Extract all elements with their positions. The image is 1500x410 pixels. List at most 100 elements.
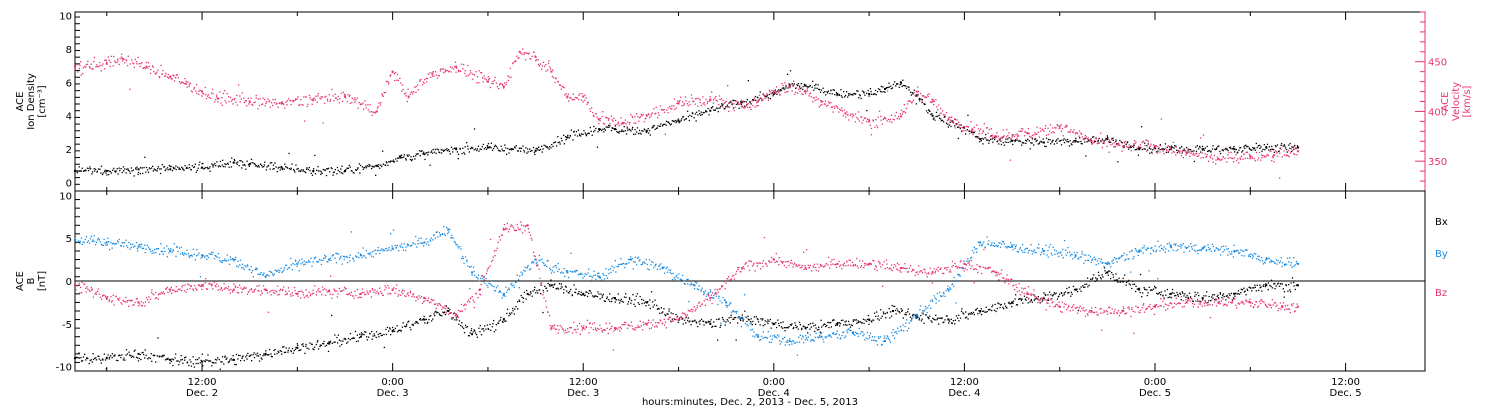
scatter-dot [557, 262, 559, 265]
scatter-dot [266, 354, 268, 356]
scatter-dot [1246, 146, 1248, 148]
scatter-dot [281, 168, 284, 171]
scatter-dot [437, 311, 439, 313]
scatter-dot [219, 160, 222, 163]
scatter-dot [822, 324, 824, 326]
scatter-dot [283, 103, 285, 105]
scatter-dot [176, 360, 178, 362]
scatter-dot [162, 253, 164, 255]
scatter-dot [405, 95, 407, 97]
scatter-dot [637, 302, 639, 304]
scatter-dot [847, 114, 849, 116]
scatter-dot [708, 114, 710, 116]
scatter-dot [876, 311, 878, 313]
scatter-dot [1044, 127, 1046, 129]
data-point [931, 100, 934, 103]
scatter-dot [144, 349, 146, 351]
scatter-dot [111, 356, 113, 359]
scatter-dot [894, 305, 896, 308]
scatter-dot [1166, 146, 1168, 148]
scatter-dot [1165, 294, 1167, 296]
scatter-dot [168, 252, 170, 254]
scatter-dot [338, 102, 340, 104]
scatter-dot [193, 253, 195, 256]
scatter-dot [507, 147, 509, 150]
y-axis-label-line: Ion Density [26, 73, 37, 130]
scatter-dot [403, 154, 405, 156]
scatter-dot [123, 58, 125, 60]
scatter-dot [591, 279, 593, 281]
scatter-dot [563, 289, 565, 291]
scatter-dot [634, 116, 636, 118]
scatter-dot [554, 77, 557, 79]
scatter-dot [1163, 153, 1165, 155]
scatter-dot [1208, 295, 1210, 298]
scatter-dot [217, 98, 220, 100]
scatter-dot [166, 256, 168, 258]
scatter-dot [1039, 141, 1041, 143]
scatter-dot [794, 322, 796, 324]
scatter-dot [308, 94, 311, 97]
scatter-dot [1019, 140, 1022, 142]
scatter-dot [1081, 136, 1084, 138]
scatter-dot [482, 81, 484, 83]
scatter-dot [392, 248, 394, 251]
scatter-dot [181, 358, 183, 361]
scatter-dot [79, 64, 81, 66]
scatter-dot [127, 55, 129, 57]
scatter-dot [719, 326, 721, 328]
scatter-dot [257, 355, 260, 357]
scatter-dot [639, 117, 641, 119]
scatter-dot [595, 295, 597, 297]
scatter-dot [1118, 277, 1120, 279]
scatter-dot [438, 75, 440, 77]
scatter-dot [1030, 136, 1032, 138]
scatter-dot [1188, 292, 1191, 294]
scatter-dot [841, 107, 843, 109]
scatter-dot [100, 70, 102, 72]
scatter-dot [1012, 300, 1015, 302]
scatter-dot [797, 92, 799, 94]
scatter-dot [603, 274, 605, 276]
scatter-dot [246, 264, 248, 266]
scatter-dot [417, 322, 419, 325]
scatter-dot [671, 318, 673, 320]
scatter-dot [865, 320, 868, 322]
scatter-dot [1267, 282, 1270, 284]
scatter-dot [823, 323, 825, 325]
scatter-dot [1065, 126, 1067, 128]
scatter-dot [557, 141, 559, 144]
scatter-dot [691, 112, 694, 114]
scatter-dot [181, 252, 184, 254]
scatter-dot [925, 314, 927, 316]
data-point [1074, 254, 1077, 257]
scatter-dot [892, 118, 894, 120]
scatter-dot [369, 165, 371, 167]
scatter-dot [570, 129, 572, 131]
scatter-dot [544, 145, 547, 147]
scatter-dot [1034, 298, 1036, 300]
scatter-dot [905, 314, 907, 316]
scatter-dot [483, 275, 486, 277]
scatter-dot [470, 72, 472, 74]
scatter-dot [1007, 134, 1009, 137]
scatter-dot [369, 252, 371, 254]
scatter-dot [720, 324, 722, 327]
scatter-dot [943, 321, 945, 323]
scatter-dot [325, 95, 327, 97]
scatter-dot [1058, 140, 1060, 142]
scatter-dot [301, 344, 303, 346]
scatter-dot [283, 267, 286, 269]
scatter-dot [308, 166, 310, 169]
scatter-dot [176, 246, 178, 248]
scatter-dot [349, 166, 351, 168]
scatter-dot [1177, 295, 1179, 297]
scatter-dot [333, 171, 335, 173]
scatter-dot [835, 333, 837, 336]
scatter-dot [101, 244, 103, 246]
scatter-dot [76, 64, 78, 66]
scatter-dot [978, 310, 980, 312]
scatter-dot [813, 325, 815, 327]
scatter-dot [428, 244, 430, 246]
